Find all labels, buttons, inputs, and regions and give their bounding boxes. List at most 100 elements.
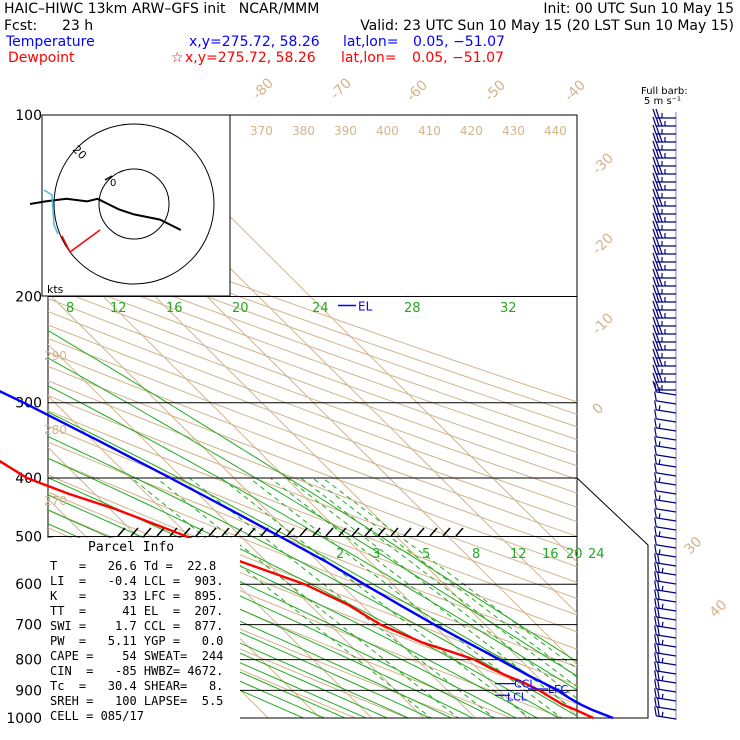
wind-barb-17 xyxy=(652,244,676,255)
wind-barb-37 xyxy=(654,400,677,414)
header-fcst-label: Fcst: xyxy=(4,18,38,34)
theta-label: 440 xyxy=(544,124,567,138)
theta-label-left: 280 xyxy=(44,423,67,437)
tick-hatch xyxy=(416,527,425,537)
el-label: EL xyxy=(358,300,373,314)
theta-label: 390 xyxy=(334,124,357,138)
wind-barb-14 xyxy=(652,220,676,231)
hodograph-storm-motion-cyan xyxy=(43,189,59,235)
mixing-ratio-label: 24 xyxy=(312,301,329,316)
mixing-ratio-label: 24 xyxy=(588,547,605,562)
dry-adiabat xyxy=(48,236,577,428)
tick-hatch xyxy=(442,527,451,537)
dry-adiabat xyxy=(48,213,577,403)
wind-barb-53 xyxy=(654,544,677,558)
wind-barb-69 xyxy=(654,688,677,702)
hodograph-storm-motion-red xyxy=(61,229,101,254)
isotherm-tick-label: -30 xyxy=(590,150,617,177)
theta-label: 420 xyxy=(460,124,483,138)
tick-hatch xyxy=(208,527,217,537)
header-init: Init: 00 UTC Sun 10 May 15 xyxy=(543,1,734,17)
parcel-info-row: T = 26.6 Td = 22.8 xyxy=(50,559,217,573)
tick-hatch xyxy=(195,527,204,537)
wind-barb-11 xyxy=(652,196,676,207)
theta-label: 370 xyxy=(250,124,273,138)
tick-hatch xyxy=(325,527,334,537)
wind-barb-46 xyxy=(654,481,677,495)
pressure-tick-label: 800 xyxy=(15,653,42,669)
mixing-ratio-line xyxy=(286,477,577,699)
pressure-tick-label: 700 xyxy=(15,618,42,634)
parcel-info-row: PW = 5.11 YGP = 0.0 xyxy=(50,634,224,648)
hodograph-ring-outer xyxy=(53,123,215,285)
wind-barb-41 xyxy=(654,436,677,450)
wind-barb-33 xyxy=(652,372,676,383)
dry-adiabat xyxy=(48,584,357,718)
wind-barb-60 xyxy=(654,607,677,621)
barb-scale-label-2: 5 m s⁻¹ xyxy=(644,96,681,107)
pressure-tick-label: 1000 xyxy=(6,711,42,727)
tick-hatch xyxy=(377,527,386,537)
tick-hatch xyxy=(364,527,373,537)
wind-barb-57 xyxy=(654,580,677,594)
parcel-info-row: CELL = 085/17 xyxy=(50,709,144,723)
header-title: HAIC–HIWC 13km ARW–GFS init NCAR/MMM xyxy=(4,1,320,17)
parcel-info-row: CIN = -85 HWBZ= 4672. xyxy=(50,664,224,678)
isotherm-tick-label: -60 xyxy=(404,77,431,104)
tick-hatch xyxy=(286,527,295,537)
mixing-ratio-label: 16 xyxy=(166,301,183,316)
dry-adiabat xyxy=(48,457,577,668)
tick-hatch xyxy=(455,527,464,537)
lfc-label: LFC xyxy=(548,683,568,696)
mixing-ratio-label: 5 xyxy=(422,547,430,562)
isotherm-tick-label: 40 xyxy=(707,597,731,621)
wind-barb-5 xyxy=(652,148,676,159)
mixing-ratio-line xyxy=(312,477,577,678)
wind-barb-32 xyxy=(652,364,676,375)
hodograph-box xyxy=(41,114,231,297)
wind-barb-61 xyxy=(654,616,677,630)
mixing-ratio-label: 16 xyxy=(542,547,559,562)
wind-barb-21 xyxy=(652,276,676,287)
mixing-ratio-line xyxy=(188,477,496,718)
dry-adiabat xyxy=(48,441,577,650)
mixing-ratio-label: 2 xyxy=(336,547,344,562)
pressure-tick-label: 900 xyxy=(15,683,42,699)
header-valid: Valid: 23 UTC Sun 10 May 15 (20 LST Sun … xyxy=(360,18,734,34)
dry-adiabat xyxy=(48,272,577,467)
mixing-ratio-label: 32 xyxy=(500,301,517,316)
wind-barb-35 xyxy=(654,382,677,396)
mixing-ratio-label: 12 xyxy=(510,547,527,562)
tick-hatch xyxy=(221,527,230,537)
tick-hatch xyxy=(130,527,139,537)
wind-barb-68 xyxy=(654,679,677,693)
tick-hatch xyxy=(403,527,412,537)
parcel-info-row: Tc = 30.4 SHEAR= 8. xyxy=(50,679,224,693)
wind-barb-15 xyxy=(652,228,676,239)
wind-barb-62 xyxy=(654,625,677,639)
isotherm-tick-label: -50 xyxy=(482,77,509,104)
theta-label-left: 290 xyxy=(44,349,67,363)
wind-barb-27 xyxy=(652,324,676,335)
dry-adiabat xyxy=(48,260,577,454)
dewpoint-legend-label: Dewpoint xyxy=(8,50,75,66)
tick-hatch xyxy=(312,527,321,537)
hodograph-arrow xyxy=(104,175,113,181)
wind-barb-45 xyxy=(654,472,677,486)
dry-adiabat xyxy=(48,380,577,583)
wind-barb-54 xyxy=(654,553,677,567)
mixing-ratio-line xyxy=(156,477,460,718)
isotherm-tick-label: 0 xyxy=(590,400,608,418)
wind-barb-13 xyxy=(652,212,676,223)
tick-hatch xyxy=(299,527,308,537)
pressure-tick-label: 100 xyxy=(15,108,42,124)
theta-label: 400 xyxy=(376,124,399,138)
wind-barb-71 xyxy=(654,706,677,720)
wind-barb-9 xyxy=(652,180,676,191)
wind-barb-56 xyxy=(654,571,677,585)
mixing-ratio-label: 12 xyxy=(110,301,127,316)
lcl-label: LCL xyxy=(507,690,528,703)
mixing-ratio-label: 20 xyxy=(232,301,249,316)
dry-adiabat xyxy=(48,324,577,523)
dry-adiabat xyxy=(48,474,577,686)
